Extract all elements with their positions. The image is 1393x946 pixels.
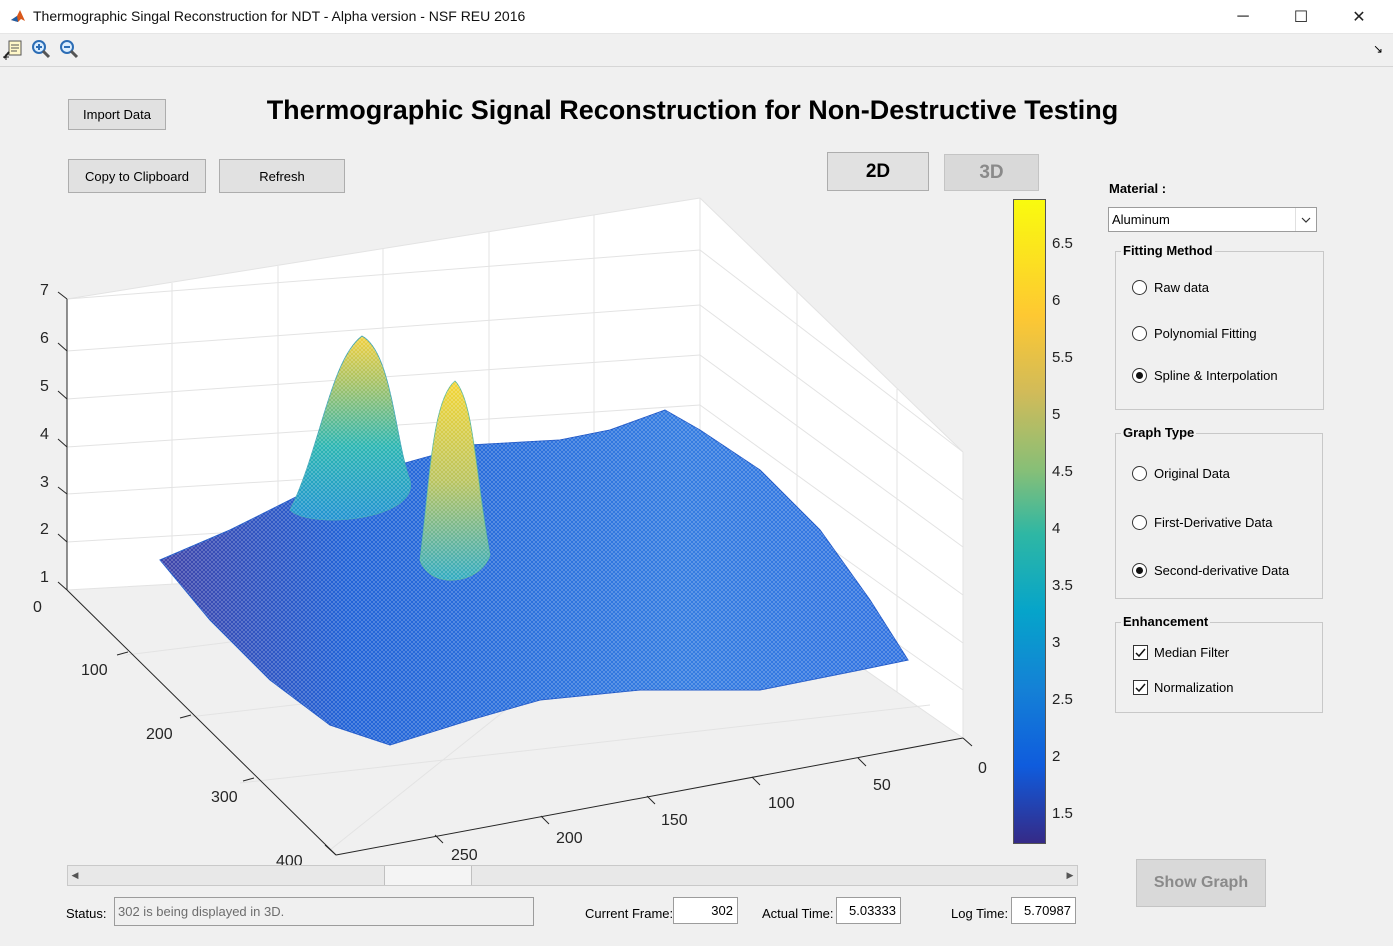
x-tick-label: 0 — [978, 760, 987, 777]
window-titlebar: Thermographic Singal Reconstruction for … — [0, 0, 1393, 34]
slider-left-arrow[interactable]: ◀ — [71, 870, 79, 880]
minimize-button[interactable]: ─ — [1237, 7, 1249, 25]
view-2d-button[interactable]: 2D — [827, 152, 929, 191]
copy-to-clipboard-button[interactable]: Copy to Clipboard — [68, 159, 206, 193]
y-tick-label: 200 — [146, 726, 173, 743]
close-button[interactable]: ✕ — [1352, 8, 1366, 26]
slider-right-arrow[interactable]: ▶ — [1066, 870, 1074, 880]
chevron-down-icon[interactable] — [1295, 208, 1316, 231]
y-tick-label: 300 — [211, 789, 238, 806]
y-tick-label: 100 — [81, 662, 108, 679]
median-filter-checkbox[interactable] — [1133, 645, 1148, 660]
z-tick-label: 4 — [40, 426, 49, 443]
graph-type-group: Graph Type Original Data First-Derivativ… — [1115, 425, 1323, 599]
radio-first-derivative[interactable] — [1132, 515, 1147, 530]
normalization-checkbox[interactable] — [1133, 680, 1148, 695]
graph-type-title: Graph Type — [1121, 425, 1197, 440]
x-tick-label: 150 — [661, 812, 688, 829]
radio-polynomial-fitting[interactable] — [1132, 326, 1147, 341]
enhancement-group: Enhancement Median Filter Normalization — [1115, 614, 1323, 713]
z-tick-label: 6 — [40, 330, 49, 347]
radio-spline-interpolation[interactable] — [1132, 368, 1147, 383]
status-field: 302 is being displayed in 3D. — [114, 897, 534, 926]
z-tick-label: 5 — [40, 378, 49, 395]
radio-first-derivative-label[interactable]: First-Derivative Data — [1154, 515, 1273, 530]
matlab-icon — [9, 7, 27, 25]
median-filter-label[interactable]: Median Filter — [1154, 645, 1230, 660]
x-tick-label: 200 — [556, 830, 583, 847]
log-time-label: Log Time: — [951, 906, 1009, 921]
page-title: Thermographic Signal Reconstruction for … — [266, 95, 1119, 125]
current-frame-label: Current Frame: — [585, 906, 674, 921]
checkmark-icon — [1135, 683, 1146, 692]
figure-toolbar: ↘ — [0, 34, 1393, 67]
z-tick-label: 0 — [33, 599, 42, 616]
radio-raw-data[interactable] — [1132, 280, 1147, 295]
radio-polynomial-fitting-label[interactable]: Polynomial Fitting — [1154, 326, 1257, 341]
z-tick-label: 3 — [40, 474, 49, 491]
view-3d-button[interactable]: 3D — [944, 154, 1039, 191]
colorbar-tick-label: 6.5 — [1052, 235, 1073, 252]
slider-thumb[interactable] — [384, 866, 472, 885]
colorbar-ticks: 6.5 6 5.5 5 4.5 4 3.5 3 2.5 2 1.5 — [1046, 199, 1086, 844]
surface-plot[interactable]: 7 6 5 4 3 2 1 0 100 200 300 400 0 50 100… — [0, 190, 1010, 870]
fitting-method-group: Fitting Method Raw data Polynomial Fitti… — [1115, 243, 1324, 410]
zoom-out-icon[interactable] — [58, 38, 80, 60]
actual-time-label: Actual Time: — [762, 906, 834, 921]
show-graph-button[interactable]: Show Graph — [1136, 859, 1266, 907]
maximize-button[interactable]: ☐ — [1293, 8, 1309, 26]
x-tick-label: 250 — [451, 847, 478, 864]
z-tick-label: 2 — [40, 521, 49, 538]
enhancement-title: Enhancement — [1121, 614, 1211, 629]
material-value: Aluminum — [1112, 212, 1170, 227]
colorbar-tick-label: 2.5 — [1052, 691, 1073, 708]
x-tick-label: 100 — [768, 795, 795, 812]
import-data-button[interactable]: Import Data — [68, 99, 166, 130]
normalization-label[interactable]: Normalization — [1154, 680, 1234, 695]
radio-original-data[interactable] — [1132, 466, 1147, 481]
radio-raw-data-label[interactable]: Raw data — [1154, 280, 1209, 295]
colorbar-tick-label: 3.5 — [1052, 577, 1073, 594]
fitting-method-title: Fitting Method — [1121, 243, 1215, 258]
actual-time-input[interactable]: 5.03333 — [836, 897, 901, 924]
status-label: Status: — [66, 906, 107, 921]
colorbar-tick-label: 5 — [1052, 406, 1061, 423]
data-cursor-icon[interactable] — [2, 38, 24, 60]
colorbar-tick-label: 4.5 — [1052, 463, 1073, 480]
radio-second-derivative[interactable] — [1132, 563, 1147, 578]
z-tick-label: 7 — [40, 282, 49, 299]
colorbar-tick-label: 6 — [1052, 292, 1061, 309]
colorbar — [1013, 199, 1046, 844]
log-time-input[interactable]: 5.70987 — [1011, 897, 1076, 924]
radio-spline-interpolation-label[interactable]: Spline & Interpolation — [1154, 368, 1278, 383]
colorbar-tick-label: 2 — [1052, 748, 1061, 765]
checkmark-icon — [1135, 648, 1146, 657]
colorbar-tick-label: 5.5 — [1052, 349, 1073, 366]
dock-icon[interactable]: ↘ — [1373, 42, 1384, 56]
z-tick-label: 1 — [40, 569, 49, 586]
zoom-in-icon[interactable] — [30, 38, 52, 60]
refresh-button[interactable]: Refresh — [219, 159, 345, 193]
current-frame-input[interactable]: 302 — [673, 897, 738, 924]
colorbar-tick-label: 4 — [1052, 520, 1061, 537]
frame-slider[interactable]: ◀ ▶ — [67, 865, 1078, 886]
material-label: Material : — [1109, 181, 1167, 196]
radio-second-derivative-label[interactable]: Second-derivative Data — [1154, 563, 1290, 578]
x-tick-label: 50 — [873, 777, 891, 794]
colorbar-tick-label: 1.5 — [1052, 805, 1073, 822]
material-select[interactable]: Aluminum — [1108, 207, 1317, 232]
colorbar-tick-label: 3 — [1052, 634, 1061, 651]
radio-original-data-label[interactable]: Original Data — [1154, 466, 1230, 481]
window-title: Thermographic Singal Reconstruction for … — [33, 8, 526, 24]
